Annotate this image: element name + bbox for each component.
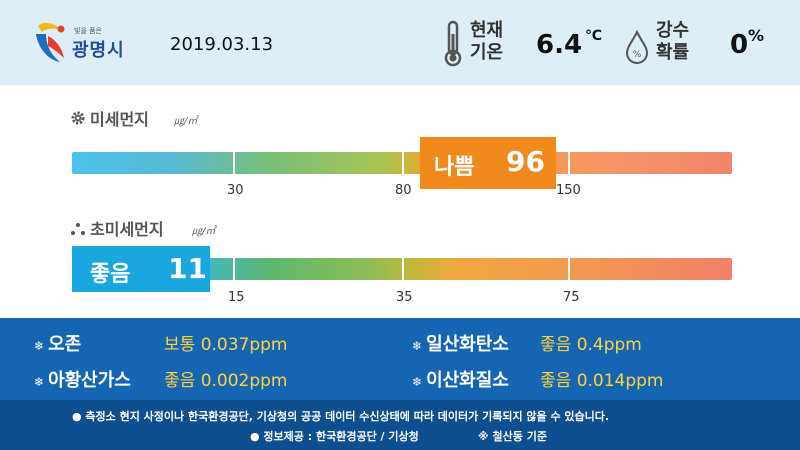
pm10-tick-label-3: 150 bbox=[556, 183, 581, 198]
footer-station: ※ 철산동 기준 bbox=[478, 430, 547, 443]
snowflake-icon: ❄ bbox=[412, 339, 423, 353]
temperature-unit: ℃ bbox=[585, 28, 602, 44]
pollutant-name: 이산화질소 bbox=[426, 370, 509, 391]
pm25-tick-label-1: 15 bbox=[228, 290, 245, 305]
logo-tagline: 빛을 품은 bbox=[74, 27, 102, 35]
pollutant-status: 좋음 bbox=[164, 371, 196, 391]
pollutant-no2: ❄ 이산화질소 bbox=[412, 366, 509, 392]
pm10-tick-2 bbox=[402, 151, 404, 175]
snowflake-icon: ❄ bbox=[34, 339, 45, 353]
pollutant-co-reading: 좋음 0.4ppm bbox=[540, 330, 642, 355]
pm25-tick-label-3: 75 bbox=[563, 290, 580, 305]
pm10-tick-1 bbox=[233, 151, 235, 175]
pollutant-so2-reading: 좋음 0.002ppm bbox=[164, 366, 288, 391]
pm25-tick-3 bbox=[568, 257, 570, 281]
temperature-label-line1: 현재 bbox=[470, 20, 504, 41]
temperature-value: 6.4 bbox=[536, 30, 583, 60]
raindrop-percent-icon: % bbox=[625, 30, 649, 64]
pm25-status-label: 좋음 bbox=[90, 262, 131, 287]
pollutant-value: 0.037ppm bbox=[200, 335, 288, 355]
precipitation-label-line1: 강수 bbox=[656, 20, 690, 41]
pm10-status-badge: 나쁨 96 bbox=[420, 137, 556, 189]
pollutant-ozone-reading: 보통 0.037ppm bbox=[164, 330, 288, 355]
pm25-status-badge: 좋음 11 bbox=[72, 246, 210, 292]
pm10-title: 미세먼지 bbox=[90, 110, 149, 129]
temperature-label: 현재 기온 bbox=[470, 20, 503, 64]
temperature-label-line2: 기온 bbox=[470, 42, 504, 63]
city-logo: 빛을 품은 광명시 bbox=[34, 18, 144, 70]
pm25-value: 11 bbox=[168, 252, 207, 285]
header-bar: 빛을 품은 광명시 2019.03.13 현재 기온 6.4 ℃ % 강수 확률… bbox=[0, 0, 800, 85]
logo-emblem-icon bbox=[36, 23, 65, 62]
pm10-value: 96 bbox=[506, 145, 545, 178]
dots-icon bbox=[71, 223, 85, 235]
snowflake-icon: ❄ bbox=[34, 375, 45, 389]
pollutant-co: ❄ 일산화탄소 bbox=[412, 330, 509, 356]
pollutant-value: 0.014ppm bbox=[576, 371, 664, 391]
pollutant-ozone: ❄ 오존 bbox=[34, 330, 81, 356]
precipitation-label-line2: 확률 bbox=[656, 42, 690, 63]
precipitation-label: 강수 확률 bbox=[656, 20, 689, 64]
svg-text:%: % bbox=[633, 50, 642, 60]
pm25-tick-1 bbox=[233, 257, 235, 281]
pm10-status-label: 나쁨 bbox=[434, 155, 475, 180]
footer-bar: ● 측정소 현지 사정이나 한국환경공단, 기상청의 공공 데이터 수신상태에 … bbox=[0, 400, 800, 450]
precipitation-unit: % bbox=[748, 26, 765, 45]
pm25-tick-label-2: 35 bbox=[396, 290, 413, 305]
pm10-unit: ㎍/㎥ bbox=[174, 116, 198, 127]
pollutant-name: 오존 bbox=[48, 334, 82, 355]
pollutant-name: 아황산가스 bbox=[48, 370, 131, 391]
pm25-unit: ㎍/㎥ bbox=[192, 226, 216, 237]
pollutant-value: 0.002ppm bbox=[200, 371, 288, 391]
pollutant-panel: ❄ 오존 보통 0.037ppm ❄ 일산화탄소 좋음 0.4ppm ❄ 아황산가스 … bbox=[0, 318, 800, 400]
footer-notice: ● 측정소 현지 사정이나 한국환경공단, 기상청의 공공 데이터 수신상태에 … bbox=[72, 410, 610, 423]
footer-source: ● 정보제공 : 한국환경공단 / 기상청 bbox=[250, 430, 419, 443]
snowflake-icon: ❄ bbox=[412, 375, 423, 389]
pm25-title: 초미세먼지 bbox=[90, 220, 164, 239]
pollutant-status: 좋음 bbox=[540, 335, 572, 355]
pm10-tick-label-2: 80 bbox=[395, 183, 412, 198]
pollutant-status: 좋음 bbox=[540, 371, 572, 391]
logo-city-name: 광명시 bbox=[72, 40, 125, 61]
pollutant-no2-reading: 좋음 0.014ppm bbox=[540, 366, 664, 391]
thermometer-icon bbox=[444, 20, 462, 67]
pollutant-so2: ❄ 아황산가스 bbox=[34, 366, 131, 392]
pollutant-value: 0.4ppm bbox=[576, 335, 642, 355]
pollutant-status: 보통 bbox=[164, 335, 196, 355]
pm10-tick-label-1: 30 bbox=[227, 183, 244, 198]
date-display: 2019.03.13 bbox=[170, 34, 274, 55]
precipitation-value: 0 bbox=[730, 30, 749, 60]
pm10-tick-3 bbox=[568, 151, 570, 175]
pollutant-name: 일산화탄소 bbox=[426, 334, 509, 355]
gear-icon bbox=[71, 111, 85, 125]
pm25-tick-2 bbox=[402, 257, 404, 281]
